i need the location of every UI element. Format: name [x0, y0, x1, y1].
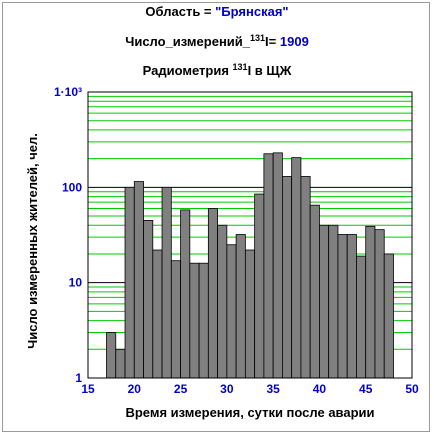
measurement-count-title: Число_измерений_131I= 1909 [0, 33, 434, 49]
histogram-bar [152, 249, 163, 379]
count-label-prefix: Число_измерений_ [125, 34, 251, 49]
histogram-bar [143, 219, 154, 379]
histogram-bar [217, 224, 228, 379]
histogram-bar [124, 186, 135, 379]
x-tick-label: 45 [359, 382, 373, 396]
subtitle-isotope: 131 [232, 62, 248, 72]
histogram-bar [133, 181, 144, 379]
x-tick-label: 30 [220, 382, 234, 396]
x-tick-label: 35 [266, 382, 280, 396]
x-axis-label: Время измерения, сутки после аварии [125, 405, 374, 420]
chart-frame [2, 2, 430, 432]
plot-border [87, 91, 413, 379]
histogram-bar [272, 152, 283, 379]
region-title: Область = "Брянская" [0, 4, 434, 19]
histogram-bar [337, 234, 348, 379]
histogram-bar [356, 255, 367, 379]
histogram-bar [263, 153, 274, 379]
histogram-bar [383, 253, 394, 379]
histogram-bar [115, 348, 126, 379]
histogram-bar [254, 193, 265, 379]
histogram-bar [346, 234, 357, 379]
histogram-bar [328, 224, 339, 379]
x-tick-label: 40 [313, 382, 327, 396]
region-label: Область = [145, 4, 216, 19]
histogram-bar [291, 157, 302, 379]
histogram-bar [365, 225, 376, 379]
histogram-bar [244, 249, 256, 379]
histogram-bar [106, 332, 117, 379]
count-value: 1909 [279, 34, 309, 49]
x-tick-label: 20 [128, 382, 142, 396]
y-tick-label: 10 [69, 276, 83, 290]
histogram-bar [300, 176, 311, 379]
subtitle-prefix: Радиометрия [142, 63, 233, 78]
histogram-bar [170, 260, 181, 379]
x-tick-label: 25 [174, 382, 188, 396]
y-tick-label: 1 [75, 371, 82, 385]
histogram-bar [161, 186, 172, 379]
y-tick-labels: 1 10 100 1·10³ [54, 85, 82, 385]
chart-subtitle: Радиометрия 131I в ЩЖ [0, 62, 434, 78]
histogram-bar [180, 209, 191, 379]
histogram-bar [374, 229, 385, 379]
region-value: "Брянская" [215, 4, 289, 19]
histogram-bar [319, 224, 330, 379]
histogram-bar [198, 262, 209, 379]
count-label-isotope: 131 [250, 33, 266, 43]
histogram-bar [226, 244, 237, 379]
histogram-bar [309, 204, 320, 379]
histogram-bar [207, 208, 218, 379]
y-tick-label: 100 [62, 180, 82, 194]
x-tick-labels: 15 20 25 30 35 40 45 50 [81, 382, 419, 396]
count-label-suffix: I= [265, 34, 280, 49]
x-tick-label: 50 [405, 382, 419, 396]
y-axis-label: Число измеренных жителей, чел. [25, 133, 40, 349]
histogram-bar [281, 176, 293, 379]
x-tick-label: 15 [81, 382, 95, 396]
histogram-bar [189, 262, 200, 379]
bar-series [106, 152, 394, 379]
y-tick-label: 1·10³ [54, 85, 82, 99]
histogram-bar [235, 234, 246, 379]
subtitle-suffix: I в ЩЖ [247, 63, 292, 78]
